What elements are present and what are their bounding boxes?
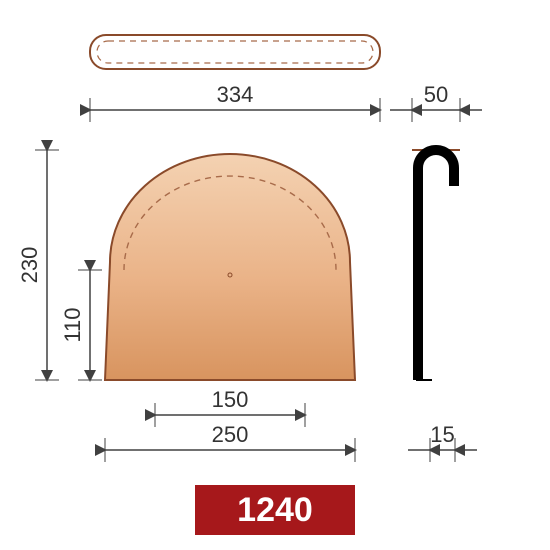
svg-text:15: 15: [430, 422, 454, 447]
svg-text:230: 230: [17, 247, 42, 284]
svg-text:334: 334: [217, 82, 254, 107]
part-number: 1240: [237, 491, 313, 529]
svg-text:110: 110: [60, 307, 85, 342]
part-number-badge: 1240: [195, 485, 355, 535]
technical-drawing: 334 50 230 110 150 250 15 1240: [0, 0, 550, 550]
tile-front-view: [105, 154, 355, 380]
svg-text:250: 250: [212, 422, 249, 447]
svg-text:50: 50: [424, 82, 448, 107]
svg-text:150: 150: [212, 387, 249, 412]
clip-side-view: [418, 150, 454, 380]
